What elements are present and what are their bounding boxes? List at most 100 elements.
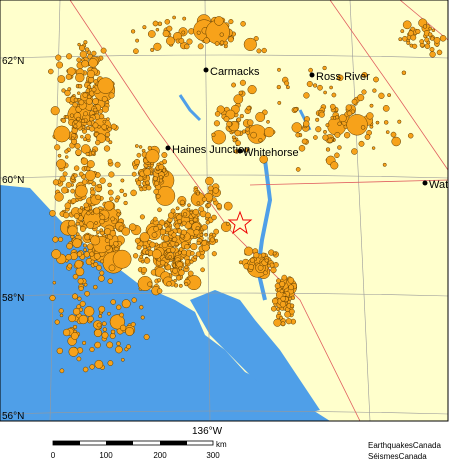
earthquake xyxy=(426,40,431,45)
earthquake xyxy=(184,282,189,287)
earthquake xyxy=(159,228,167,236)
earthquake xyxy=(315,117,320,122)
earthquake xyxy=(234,129,241,137)
earthquake xyxy=(155,193,161,199)
earthquake xyxy=(163,223,169,228)
earthquake xyxy=(433,36,441,44)
scale-unit: km xyxy=(216,440,227,449)
earthquake xyxy=(155,27,160,32)
earthquake xyxy=(59,368,65,374)
earthquake xyxy=(66,53,73,60)
earthquake xyxy=(186,38,193,45)
earthquake xyxy=(439,35,447,42)
earthquake xyxy=(62,171,68,177)
earthquake xyxy=(80,134,84,139)
lon-label: 136°W xyxy=(192,426,223,437)
earthquake xyxy=(382,162,387,167)
earthquake xyxy=(147,246,152,251)
earthquake xyxy=(211,130,226,145)
earthquake xyxy=(101,124,108,130)
earthquake xyxy=(285,85,290,90)
earthquake xyxy=(83,306,95,317)
earthquake xyxy=(75,221,80,226)
earthquake xyxy=(214,16,224,26)
earthquake xyxy=(80,157,89,165)
earthquake xyxy=(151,232,158,238)
earthquake xyxy=(205,220,210,225)
earthquake xyxy=(245,127,250,132)
earthquake xyxy=(98,314,103,319)
earthquake xyxy=(110,299,116,305)
earthquake xyxy=(156,288,163,294)
earthquake xyxy=(334,131,341,138)
earthquake xyxy=(74,143,81,150)
earthquake xyxy=(143,257,151,264)
earthquake xyxy=(98,305,106,313)
earthquake xyxy=(93,207,101,215)
earthquake xyxy=(84,47,90,52)
earthquake xyxy=(105,137,111,142)
earthquake xyxy=(270,306,277,312)
earthquake xyxy=(106,341,114,349)
place-dot xyxy=(309,72,315,78)
earthquake xyxy=(64,89,71,97)
earthquake xyxy=(150,47,155,52)
earthquake xyxy=(91,50,97,56)
earthquake xyxy=(98,275,105,282)
earthquake xyxy=(181,249,187,256)
earthquake xyxy=(54,144,61,151)
earthquake xyxy=(138,145,143,149)
earthquake xyxy=(140,259,145,264)
earthquake xyxy=(329,103,336,110)
earthquake xyxy=(373,76,379,83)
earthquake xyxy=(166,281,172,287)
earthquake xyxy=(139,305,144,310)
earthquake xyxy=(184,265,189,270)
earthquake xyxy=(279,289,284,294)
earthquake xyxy=(419,39,425,44)
earthquake xyxy=(325,147,331,152)
earthquake xyxy=(298,145,306,152)
earthquake xyxy=(178,37,185,44)
earthquake xyxy=(89,116,94,122)
lat-label: 60°N xyxy=(2,175,24,186)
earthquake xyxy=(56,159,66,169)
earthquake xyxy=(161,242,168,249)
earthquake xyxy=(146,185,152,191)
earthquake xyxy=(153,226,159,232)
earthquake xyxy=(87,315,94,322)
earthquake xyxy=(184,259,191,265)
earthquake xyxy=(279,315,284,320)
earthquake xyxy=(211,197,217,202)
earthquake xyxy=(285,318,292,325)
earthquake xyxy=(196,240,201,246)
earthquake xyxy=(171,232,177,238)
earthquake xyxy=(76,356,82,362)
earthquake xyxy=(116,212,121,217)
earthquake xyxy=(78,99,85,106)
earthquake xyxy=(62,328,71,337)
earthquake xyxy=(223,201,233,211)
earthquake xyxy=(86,69,96,78)
earthquake xyxy=(315,126,322,133)
earthquake xyxy=(253,36,259,42)
earthquake xyxy=(95,194,101,201)
earthquake xyxy=(145,180,150,186)
earthquake xyxy=(73,213,80,219)
earthquake xyxy=(61,186,69,194)
earthquake xyxy=(170,208,176,214)
earthquake xyxy=(78,314,88,325)
earthquake xyxy=(270,267,277,274)
earthquake xyxy=(114,198,119,203)
earthquake xyxy=(153,188,160,195)
earthquake xyxy=(279,281,286,287)
earthquake xyxy=(121,227,131,236)
earthquake xyxy=(317,84,323,91)
earthquake xyxy=(67,225,78,236)
earthquake xyxy=(301,138,308,145)
earthquake xyxy=(131,297,137,303)
earthquake xyxy=(201,224,208,231)
earthquake xyxy=(73,173,78,178)
earthquake xyxy=(94,341,101,349)
earthquake xyxy=(153,42,162,51)
